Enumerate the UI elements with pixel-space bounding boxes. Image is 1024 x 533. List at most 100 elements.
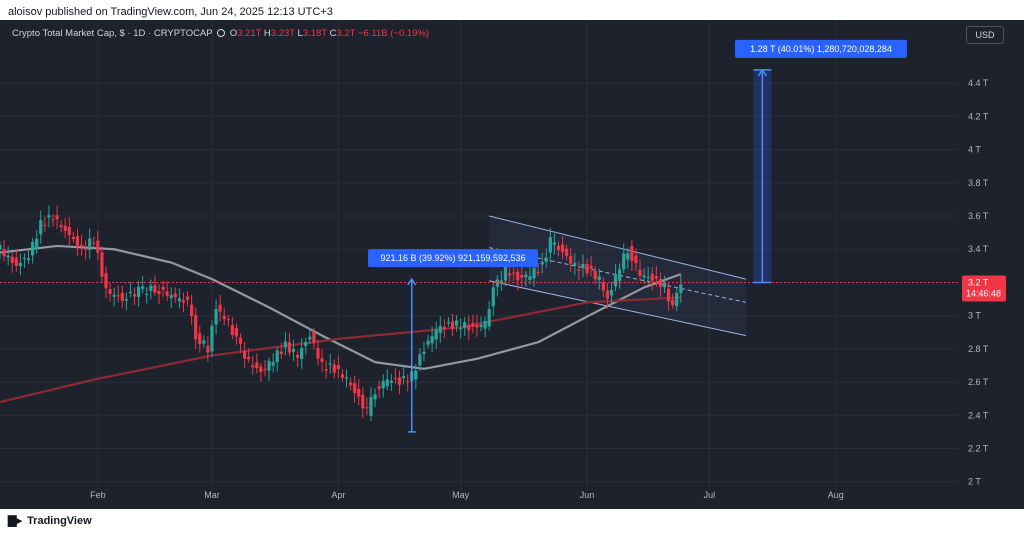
candle-body	[116, 295, 120, 297]
candle-body	[340, 374, 345, 378]
candle-body	[267, 360, 271, 371]
candle-body	[210, 325, 214, 352]
candle-body	[671, 299, 675, 305]
candle-body	[10, 256, 14, 263]
candle-body	[26, 258, 31, 260]
candle-body	[528, 276, 532, 280]
measure-2-label-bg	[735, 39, 907, 58]
candle-body	[454, 320, 459, 326]
candle-body	[177, 298, 181, 302]
ma-long-line	[0, 296, 681, 404]
candle-body	[548, 237, 552, 253]
y-tick-label: 2.6 T	[968, 377, 989, 387]
x-tick-label: Jul	[704, 490, 716, 500]
candle-body	[92, 242, 96, 244]
current-price-label-bg	[962, 275, 1006, 302]
candle-body	[283, 341, 287, 348]
chart-area[interactable]: 4.4 T 4.2 T 4 T 3.8 T 3.6 T 3.4 T 3 T 2.8 T 2.6 …	[0, 20, 1024, 509]
candle-body	[185, 296, 190, 300]
y-tick-label: 4.2 T	[968, 111, 989, 121]
candle-body	[479, 324, 483, 328]
published-text: aloisov published on TradingView.com, Ju…	[8, 6, 333, 18]
candle-body	[320, 358, 324, 362]
candle-body	[654, 276, 658, 279]
candle-body	[487, 309, 491, 327]
candle-body	[585, 263, 589, 274]
candle-body	[202, 340, 206, 344]
candle-body	[263, 368, 267, 370]
candle-body	[475, 324, 479, 328]
candle-body	[255, 362, 259, 368]
low-value: 3.18T	[302, 28, 327, 39]
y-tick-label: 2 T	[968, 477, 981, 487]
candle-body	[108, 289, 112, 294]
brand[interactable]: ▇▸ TradingView	[8, 514, 92, 527]
candle-body	[18, 262, 22, 267]
candle-body	[31, 241, 35, 256]
candle-body	[51, 219, 55, 221]
candle-body	[312, 332, 316, 344]
candle-body	[59, 225, 63, 228]
candle-body	[638, 269, 642, 277]
y-tick-label: 3.8 T	[968, 178, 989, 188]
candle-body	[300, 347, 304, 359]
candle-body	[662, 281, 667, 288]
candle-body	[308, 336, 312, 340]
candle-body	[181, 300, 186, 303]
measure-1-label: 921.16 B (39.92%) 921,159,592,536	[380, 253, 525, 263]
x-tick-label: May	[452, 490, 470, 500]
y-tick-label: 3.6 T	[968, 211, 989, 221]
candle-body	[165, 291, 169, 296]
candle-body	[96, 240, 100, 253]
candle-body	[581, 263, 585, 269]
candle-body	[124, 299, 128, 301]
y-tick-label: 3.4 T	[968, 244, 989, 254]
candle-body	[401, 376, 406, 379]
candle-body	[512, 272, 516, 274]
candle-body	[516, 271, 520, 281]
candle-body	[39, 220, 43, 235]
candle-body	[149, 285, 153, 291]
candle-body	[618, 269, 622, 281]
candle-body	[556, 245, 561, 250]
price-chart[interactable]: 4.4 T 4.2 T 4 T 3.8 T 3.6 T 3.4 T 3 T 2.8 T 2.6 …	[0, 20, 1024, 509]
candle-body	[328, 363, 332, 365]
candle-body	[569, 255, 573, 264]
ma-short-line	[0, 244, 682, 370]
candle-body	[491, 287, 495, 307]
candle-body	[120, 292, 124, 301]
candle-body	[169, 295, 173, 299]
x-tick-label: Aug	[828, 490, 844, 500]
y-tick-label: 2.4 T	[968, 410, 989, 420]
currency-button[interactable]: USD	[966, 26, 1004, 44]
x-tick-label: Apr	[331, 490, 345, 500]
measure-1-arrow-icon	[407, 277, 417, 286]
candle-body	[2, 249, 6, 257]
candle-body	[145, 294, 149, 296]
candle-body	[173, 293, 177, 298]
candle-body	[646, 276, 650, 278]
candle-body	[128, 291, 133, 293]
candle-body	[55, 215, 59, 220]
candle-body	[316, 348, 320, 359]
candle-body	[524, 274, 528, 278]
candle-body	[540, 261, 544, 265]
published-bar: aloisov published on TradingView.com, Ju…	[0, 0, 1024, 22]
y-tick-label: 4 T	[968, 145, 981, 155]
candle-body	[43, 225, 47, 227]
candle-body	[438, 326, 442, 334]
candle-body	[434, 329, 438, 340]
candle-body	[520, 275, 524, 278]
candle-body	[361, 394, 365, 409]
candle-body	[226, 319, 230, 321]
candle-body	[467, 325, 471, 331]
candle-body	[532, 268, 536, 279]
symbol-legend: Crypto Total Market Cap, $ · 1D · CRYPTO…	[12, 28, 429, 39]
candle-body	[430, 336, 434, 344]
x-tick-label: Jun	[580, 490, 595, 500]
y-tick-label: 4.4 T	[968, 78, 989, 88]
candle-body	[47, 215, 51, 218]
candle-body	[634, 255, 638, 264]
high-label: H	[263, 28, 271, 39]
candle-body	[418, 354, 422, 366]
